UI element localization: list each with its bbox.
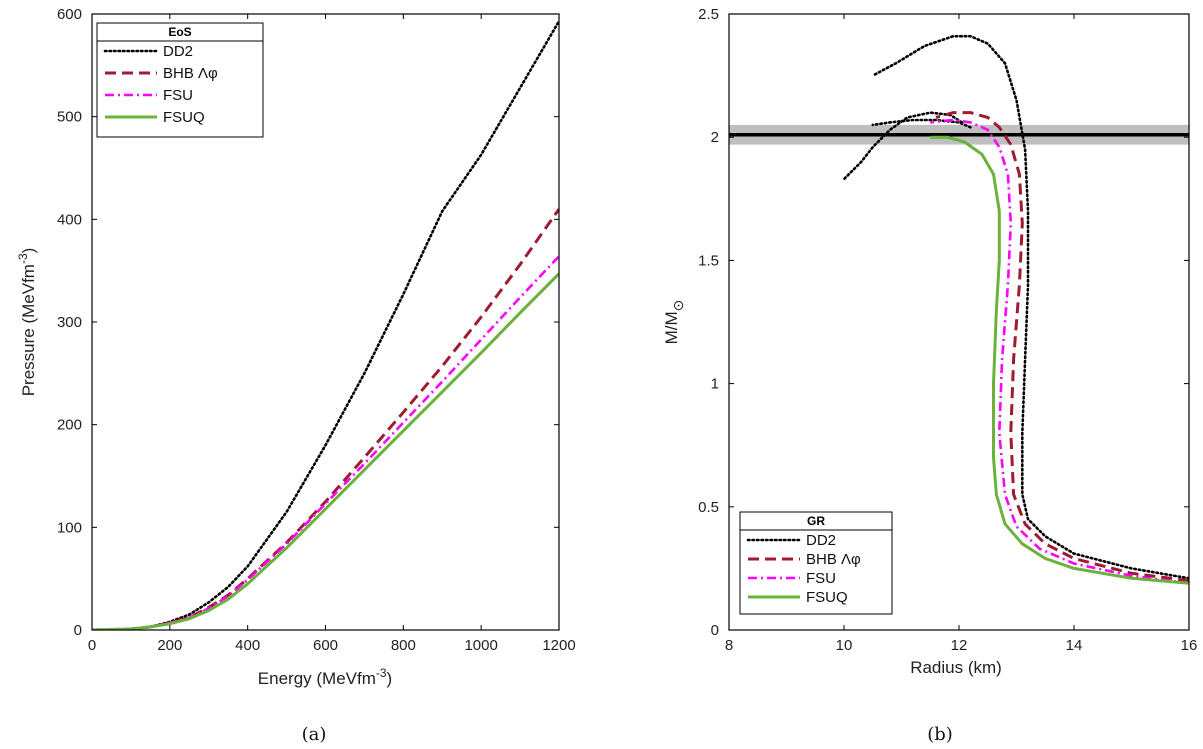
legend-label: FSU: [163, 87, 193, 104]
x-tick-label: 1000: [464, 637, 497, 654]
y-tick-label: 1: [711, 376, 719, 393]
x-tick-label: 8: [725, 637, 733, 654]
legend-label: DD2: [806, 532, 836, 549]
legend-label: FSU: [806, 570, 836, 587]
series-line-branch-2: [871, 118, 972, 129]
legend-title: EoS: [168, 25, 191, 39]
panel-a: 0 200 400 600 800 1000 1200 0 100 200 300 400 500 600…: [16, 6, 576, 745]
x-tick-label: 1200: [542, 637, 575, 654]
x-tick-label: 200: [157, 637, 182, 654]
series-line-branch-1: [842, 111, 964, 181]
series-line-bhb-: [92, 208, 559, 630]
panel-b-legend: GR DD2 BHB Λφ FSU FSUQ: [739, 511, 893, 615]
panel-b-ticks: 8 10 12 14 16 0 0.5 1 1.5 2 2.5: [698, 6, 1197, 654]
y-tick-label: 100: [57, 519, 82, 536]
y-tick-label: 0: [711, 622, 719, 639]
panel-b-series: [842, 34, 1189, 585]
y-tick-label: 1.5: [698, 252, 719, 269]
panel-a-xlabel: Energy (MeVfm-3): [258, 666, 392, 688]
series-line-fsu: [92, 255, 559, 630]
x-tick-label: 400: [235, 637, 260, 654]
panel-b-xlabel: Radius (km): [910, 658, 1002, 677]
panel-b-band: [729, 124, 1189, 145]
series-line-bhb-: [935, 111, 1189, 583]
legend-title: GR: [807, 514, 825, 528]
panel-a-legend: EoS DD2 BHB Λφ FSU FSUQ: [96, 22, 264, 138]
legend-label: FSUQ: [163, 109, 205, 126]
legend-label: DD2: [163, 43, 193, 60]
y-tick-label: 400: [57, 211, 82, 228]
x-tick-label: 800: [391, 637, 416, 654]
x-tick-label: 12: [951, 637, 968, 654]
panel-b-caption: (b): [927, 724, 953, 745]
y-tick-label: 200: [57, 417, 82, 434]
y-tick-label: 600: [57, 6, 82, 23]
y-tick-label: 2: [711, 129, 719, 146]
x-tick-label: 14: [1066, 637, 1083, 654]
series-line-fsuq: [92, 272, 559, 630]
panel-a-ticks: 0 200 400 600 800 1000 1200 0 100 200 300 400 500 600: [57, 6, 576, 654]
panel-a-ylabel: Pressure (MeVfm-3): [16, 248, 38, 397]
panel-b: 8 10 12 14 16 0 0.5 1 1.5 2 2.5 Radius (km) M/M⊙ G…: [662, 6, 1197, 745]
panel-b-ylabel: M/M⊙: [662, 300, 686, 345]
y-tick-label: 300: [57, 314, 82, 331]
legend-label: BHB Λφ: [163, 65, 218, 82]
panel-a-series: [92, 19, 559, 630]
panel-a-caption: (a): [302, 724, 327, 745]
series-line-fsuq: [930, 135, 1189, 585]
series-line-dd2: [871, 34, 1189, 580]
y-tick-label: 500: [57, 109, 82, 126]
x-tick-label: 10: [836, 637, 853, 654]
legend-label: BHB Λφ: [806, 551, 861, 568]
y-tick-label: 2.5: [698, 6, 719, 23]
y-tick-label: 0: [74, 622, 82, 639]
x-tick-label: 600: [313, 637, 338, 654]
y-tick-label: 0.5: [698, 499, 719, 516]
legend-label: FSUQ: [806, 589, 848, 606]
x-tick-label: 16: [1181, 637, 1198, 654]
series-line-fsu: [930, 118, 1189, 585]
x-tick-label: 0: [88, 637, 96, 654]
